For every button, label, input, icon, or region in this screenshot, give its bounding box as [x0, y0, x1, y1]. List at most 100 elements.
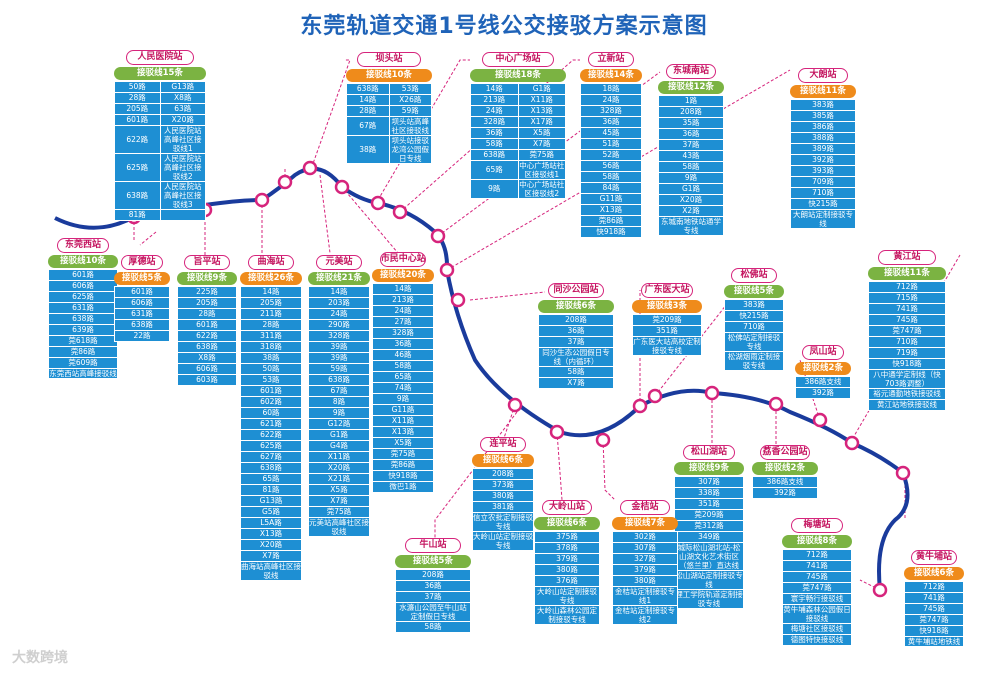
- route-cell: 22路: [114, 330, 170, 342]
- station-box: 坝头站 接驳线10条 638路 53路 14路 X26路 28路 59路 67路 坝头站…: [346, 52, 432, 164]
- route-cell: 712路: [904, 581, 964, 593]
- station-name: 松山湖站: [682, 445, 736, 460]
- route-cell: 寰宇畅行接驳线: [782, 593, 852, 605]
- route-cell: 莞75路: [517, 149, 566, 161]
- transfer-count: 接驳线2条: [752, 462, 818, 475]
- route-cell: 208路: [395, 569, 471, 581]
- station-name: 立新站: [587, 52, 635, 67]
- station-box: 荔香公园站 接驳线2条 386路支线 392路: [752, 445, 818, 499]
- route-cell: 莞747路: [904, 614, 964, 626]
- route-cell: 290路: [308, 319, 370, 331]
- route-table: 601路 606路 631路 638路 22路: [114, 286, 170, 342]
- route-cell: G1路: [517, 83, 566, 95]
- route-cell: X8路: [177, 352, 237, 364]
- route-cell: G13路: [159, 81, 206, 93]
- route-cell: 东城南地铁站通学专线: [658, 216, 724, 236]
- route-table: 14路 213路 24路 27路 328路 36路 46路 58路 65路 74路 9路 G…: [372, 283, 434, 493]
- route-cell: 59路: [308, 363, 370, 375]
- route-table: 375路 378路 379路 380路 376路 大岭山站定制接驳专线 大岭山森林公园…: [534, 531, 600, 625]
- route-cell: X7路: [538, 377, 614, 389]
- route-cell: 745路: [782, 571, 852, 583]
- route-cell: 35路: [658, 117, 724, 129]
- route-cell: 36路: [658, 128, 724, 140]
- route-cell: 392路: [795, 387, 851, 399]
- route-cell: 理工学院轨道定制接驳专线: [674, 589, 744, 609]
- watermark: 大数跨境: [12, 650, 68, 666]
- route-cell: 中心广场站社区接驳线1: [517, 160, 566, 180]
- transfer-count: 接驳线11条: [790, 85, 856, 98]
- station-box: 曲海站 接驳线26条 14路 205路 211路 28路 311路 318路 38路 5…: [240, 255, 302, 581]
- route-cell: G1路: [308, 429, 370, 441]
- station-name: 元美站: [315, 255, 363, 270]
- route-cell: X5路: [517, 127, 566, 139]
- route-cell: 38路: [240, 352, 302, 364]
- station-name: 大朗站: [798, 68, 848, 83]
- route-cell: 37路: [538, 336, 614, 348]
- route-cell: 43路: [658, 150, 724, 162]
- route-cell: 351路: [674, 498, 744, 510]
- route-table: 712路 741路 745路 莞747路 寰宇畅行接驳线 黄牛埔森林公园假日接驳线 梅…: [782, 549, 852, 646]
- station-name: 东城南站: [666, 64, 716, 79]
- station-box: 凤山站 接驳线2条 386路支线 392路: [795, 345, 851, 399]
- station-name: 中心广场站: [482, 52, 554, 67]
- route-cell: 36路: [580, 116, 642, 128]
- route-cell: 53路: [388, 83, 432, 95]
- diagram-title: 东莞轨道交通1号线公交接驳方案示意图: [300, 14, 708, 39]
- route-cell: 27路: [372, 316, 434, 328]
- route-cell: 386路: [790, 121, 856, 133]
- route-cell: 383路: [724, 299, 784, 311]
- station-name: 同沙公园站: [547, 283, 605, 298]
- route-cell: 裕元通勤地铁接驳线: [868, 388, 946, 400]
- station-box: 东莞西站 接驳线10条 601路 606路 625路 631路 638路 639路 莞…: [48, 238, 118, 379]
- route-cell: X7路: [517, 138, 566, 150]
- route-cell: 638路: [48, 313, 118, 325]
- route-table: 307路 338路 351路 莞209路 莞312路 349路 城际松山湖北站-松山湖…: [674, 476, 744, 609]
- route-cell: G11路: [372, 404, 434, 416]
- route-cell: 328路: [580, 105, 642, 117]
- route-cell: 74路: [372, 382, 434, 394]
- route-cell: 63路: [159, 103, 206, 115]
- route-cell: 36路: [395, 580, 471, 592]
- station-box: 东城南站 接驳线12条 1路 208路 35路 36路 37路 43路 58路 9路 G…: [658, 64, 724, 236]
- route-cell: 81路: [240, 484, 302, 496]
- route-cell: 24路: [580, 94, 642, 106]
- route-table: 601路 606路 625路 631路 638路 639路 莞618路 莞86路 莞60…: [48, 269, 118, 379]
- station-box: 黄江站 接驳线11条 712路 715路 741路 745路 莞747路 710路 7…: [868, 250, 946, 411]
- route-table: 383路 385路 386路 388路 389路 392路 393路 709路 710路…: [790, 99, 856, 229]
- route-cell: 金桔站定制接驳专线2: [612, 605, 678, 625]
- route-cell: X7路: [308, 495, 370, 507]
- station-box: 旨平站 接驳线9条 225路 205路 28路 601路 622路 638路 X8路 6…: [177, 255, 237, 386]
- route-cell: 638路: [114, 181, 161, 210]
- route-cell: 622路: [240, 429, 302, 441]
- route-cell: X17路: [517, 116, 566, 128]
- route-cell: 373路: [472, 479, 534, 491]
- route-cell: 黄牛埔站地铁线: [904, 636, 964, 647]
- transfer-count: 接驳线6条: [472, 454, 534, 467]
- station-box: 广东医大站 接驳线3条 莞209路 351路 广东医大站高校定制接驳专线: [632, 283, 702, 356]
- route-cell: X13路: [580, 204, 642, 216]
- route-cell: 51路: [580, 138, 642, 150]
- route-cell: 德图特快接驳线: [782, 634, 852, 646]
- route-cell: 人民医院站高峰社区接驳线3: [159, 181, 206, 210]
- station-box: 松山湖站 接驳线9条 307路 338路 351路 莞209路 莞312路 349路 …: [674, 445, 744, 609]
- route-cell: X20路: [240, 539, 302, 551]
- route-cell: 36路: [372, 338, 434, 350]
- route-cell: 莞312路: [674, 520, 744, 532]
- route-cell: 741路: [782, 560, 852, 572]
- route-cell: 638路: [346, 83, 390, 95]
- route-cell: 莞86路: [48, 346, 118, 358]
- station-box: 金桔站 接驳线7条 302路 307路 327路 379路 380路 金桔站定制接驳专…: [612, 500, 678, 625]
- station-box: 黄牛埔站 接驳线6条 712路 741路 745路 莞747路 快918路 黄牛埔站地…: [904, 550, 964, 647]
- route-cell: X11路: [517, 94, 566, 106]
- station-name: 梅塘站: [790, 518, 844, 533]
- station-name: 连平站: [479, 437, 527, 452]
- route-cell: X11路: [308, 451, 370, 463]
- route-cell: 14路: [372, 283, 434, 295]
- route-cell: 莞86路: [372, 459, 434, 471]
- route-cell: 710路: [790, 187, 856, 199]
- station-box: 厚德站 接驳线5条 601路 606路 631路 638路 22路: [114, 255, 170, 342]
- route-table: 1路 208路 35路 36路 37路 43路 58路 9路 G1路 X20路 X2路 东城…: [658, 95, 724, 236]
- route-cell: 60路: [240, 407, 302, 419]
- route-table: 638路 53路 14路 X26路 28路 59路 67路 坝头站高峰社区接驳线 38路…: [346, 83, 432, 164]
- route-cell: 378路: [534, 542, 600, 554]
